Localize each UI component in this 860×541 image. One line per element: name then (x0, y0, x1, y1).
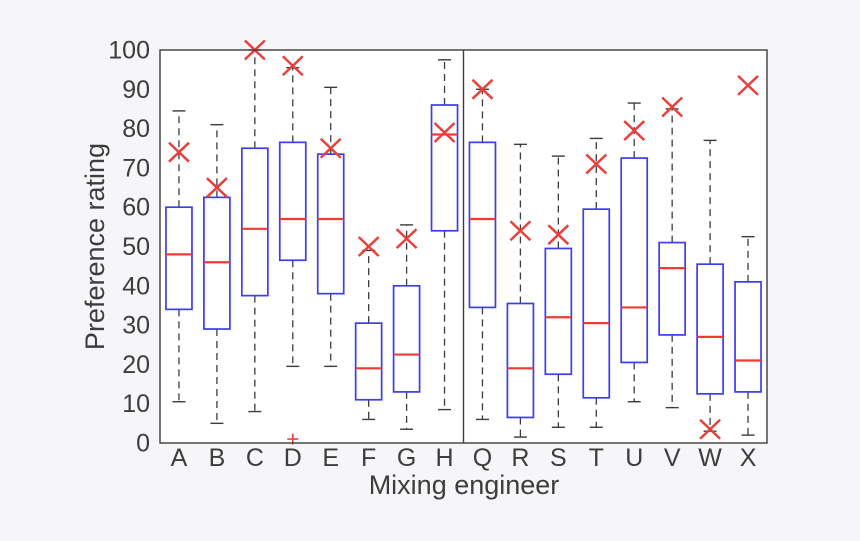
y-tick-label-70: 70 (122, 154, 150, 182)
box-group-B (203, 123, 231, 425)
boxplot-data-layer (165, 39, 762, 445)
x-marker-stroke-D (281, 55, 304, 77)
x-tick-label-C: C (246, 444, 264, 472)
x-marker-stroke-U (623, 120, 646, 141)
x-tick-label-S: S (550, 444, 567, 472)
y-tick-label-100: 100 (108, 37, 150, 65)
x-marker-D (281, 55, 304, 77)
x-marker-R (509, 220, 532, 242)
y-tick-label-20: 20 (122, 351, 150, 379)
box-group-T (582, 137, 611, 428)
iqr-box-V (658, 241, 687, 336)
x-marker-V (661, 96, 684, 118)
x-marker-H (433, 122, 456, 143)
x-marker-B (206, 177, 228, 198)
x-axis-title: Mixing engineer (369, 470, 560, 500)
iqr-box-E (316, 153, 345, 295)
x-marker-stroke-H (433, 122, 456, 143)
y-tick-label-90: 90 (122, 76, 150, 104)
box-group-V (658, 108, 687, 409)
x-tick-label-A: A (171, 444, 188, 472)
x-marker-stroke-G (395, 228, 418, 250)
box-group-R (506, 143, 535, 438)
iqr-box-G (392, 284, 421, 393)
x-tick-label-V: V (664, 444, 681, 472)
box-group-Q (468, 88, 497, 421)
x-marker-stroke-T (585, 153, 608, 175)
x-marker-A (168, 141, 190, 163)
iqr-box-X (734, 281, 762, 393)
iqr-box-Q (468, 141, 497, 309)
x-tick-label-X: X (740, 444, 757, 472)
y-tick-label-50: 50 (122, 233, 150, 261)
iqr-box-A (165, 206, 193, 311)
iqr-box-U (620, 157, 649, 364)
x-tick-label-B: B (209, 444, 226, 472)
x-marker-stroke-S (547, 224, 570, 246)
x-marker-stroke-E (319, 137, 342, 159)
x-marker-stroke-A (168, 141, 190, 163)
x-marker-stroke-V (661, 96, 684, 118)
x-tick-label-G: G (397, 444, 416, 472)
box-group-D (278, 66, 307, 445)
x-tick-label-U: U (625, 444, 643, 472)
x-tick-label-W: W (698, 444, 722, 472)
y-tick-label-40: 40 (122, 272, 150, 300)
iqr-box-F (354, 322, 383, 401)
box-group-G (392, 224, 421, 430)
y-tick-label-10: 10 (122, 390, 150, 418)
x-marker-stroke-B (206, 177, 228, 198)
box-group-F (354, 249, 383, 421)
iqr-box-T (582, 208, 611, 399)
box-group-C (240, 49, 269, 413)
iqr-box-W (696, 263, 724, 395)
x-marker-T (585, 153, 608, 175)
iqr-box-D (278, 141, 307, 262)
x-marker-S (547, 224, 570, 246)
x-marker-E (319, 137, 342, 159)
x-tick-label-F: F (361, 444, 376, 472)
x-marker-Q (471, 78, 494, 100)
x-marker-F (357, 236, 380, 257)
iqr-box-R (506, 302, 535, 419)
y-tick-label-0: 0 (136, 430, 150, 458)
y-axis-title: Preference rating (80, 143, 110, 350)
y-tick-label-60: 60 (122, 194, 150, 222)
x-marker-stroke-R (509, 220, 532, 242)
x-marker-X (737, 74, 759, 96)
box-group-W (696, 139, 724, 432)
iqr-box-S (544, 247, 573, 376)
box-group-A (165, 110, 193, 403)
iqr-box-C (240, 147, 269, 297)
x-marker-U (623, 120, 646, 141)
x-tick-label-E: E (322, 444, 339, 472)
y-tick-label-30: 30 (122, 312, 150, 340)
box-group-E (316, 86, 345, 368)
x-marker-stroke-W (699, 418, 721, 440)
x-tick-label-H: H (436, 444, 454, 472)
x-marker-stroke-Q (471, 78, 494, 100)
x-tick-label-R: R (511, 444, 529, 472)
x-marker-stroke-F (357, 236, 380, 257)
box-group-X (734, 235, 762, 436)
x-marker-W (699, 418, 721, 440)
y-tick-label-80: 80 (122, 115, 150, 143)
box-group-U (620, 102, 649, 403)
x-marker-stroke-X (737, 74, 759, 96)
x-tick-label-T: T (589, 444, 604, 472)
x-tick-label-Q: Q (473, 444, 492, 472)
x-tick-label-D: D (284, 444, 302, 472)
y-axis-tick-labels: 0 10 20 30 40 50 60 70 80 90 100 (108, 37, 150, 458)
x-marker-G (395, 228, 418, 250)
